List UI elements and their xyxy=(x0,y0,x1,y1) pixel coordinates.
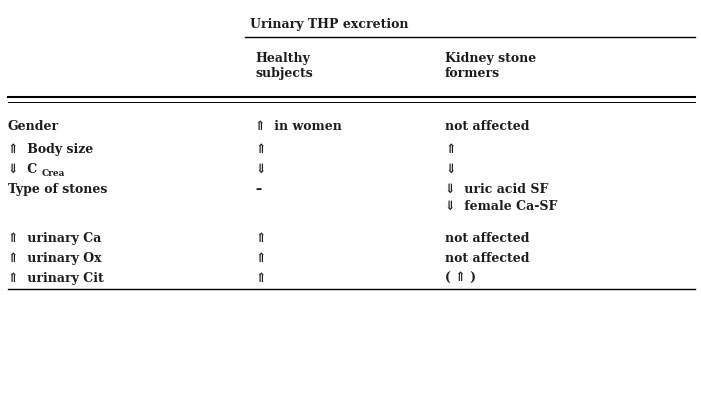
Text: ⇓  female Ca-SF: ⇓ female Ca-SF xyxy=(445,200,557,213)
Text: Healthy
subjects: Healthy subjects xyxy=(255,52,313,80)
Text: not affected: not affected xyxy=(445,231,529,244)
Text: Crea: Crea xyxy=(42,168,65,178)
Text: ⇓  uric acid SF: ⇓ uric acid SF xyxy=(445,182,548,196)
Text: ⇓  C: ⇓ C xyxy=(8,162,37,176)
Text: ⇑: ⇑ xyxy=(255,251,266,264)
Text: –: – xyxy=(255,182,261,196)
Text: ⇑  urinary Ca: ⇑ urinary Ca xyxy=(8,231,102,244)
Text: ⇑  Body size: ⇑ Body size xyxy=(8,143,93,156)
Text: ( ⇑ ): ( ⇑ ) xyxy=(445,271,476,284)
Text: not affected: not affected xyxy=(445,251,529,264)
Text: ⇓: ⇓ xyxy=(255,162,266,176)
Text: ⇑: ⇑ xyxy=(255,271,266,284)
Text: not affected: not affected xyxy=(445,120,529,133)
Text: ⇓: ⇓ xyxy=(445,162,456,176)
Text: ⇑  urinary Cit: ⇑ urinary Cit xyxy=(8,271,104,284)
Text: Gender: Gender xyxy=(8,120,59,133)
Text: ⇑: ⇑ xyxy=(445,143,456,156)
Text: ⇑: ⇑ xyxy=(255,143,266,156)
Text: ⇑  in women: ⇑ in women xyxy=(255,120,342,133)
Text: ⇑: ⇑ xyxy=(255,231,266,244)
Text: ⇑  urinary Ox: ⇑ urinary Ox xyxy=(8,251,102,264)
Text: Type of stones: Type of stones xyxy=(8,182,107,196)
Text: Urinary THP excretion: Urinary THP excretion xyxy=(250,18,409,31)
Text: Kidney stone
formers: Kidney stone formers xyxy=(445,52,536,80)
